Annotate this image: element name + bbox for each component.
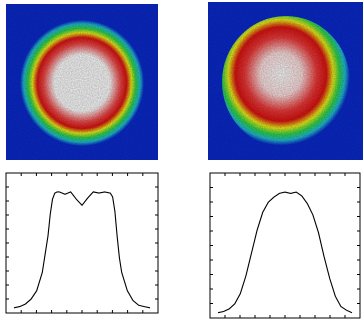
profile-plot-left xyxy=(0,170,164,320)
beam-image-right xyxy=(208,2,363,160)
speckle-noise xyxy=(6,4,158,160)
plot-frame xyxy=(5,172,159,314)
profile-plot-right xyxy=(204,170,364,320)
beam-spot-right xyxy=(208,2,363,160)
profile-line xyxy=(13,191,151,309)
plot-frame xyxy=(209,172,361,319)
speckle-noise xyxy=(208,2,363,160)
beam-spot-left xyxy=(6,4,158,160)
beam-image-left xyxy=(6,4,158,160)
profile-chart-left xyxy=(5,172,159,314)
profile-chart-right xyxy=(209,172,361,319)
profile-line xyxy=(217,191,353,314)
